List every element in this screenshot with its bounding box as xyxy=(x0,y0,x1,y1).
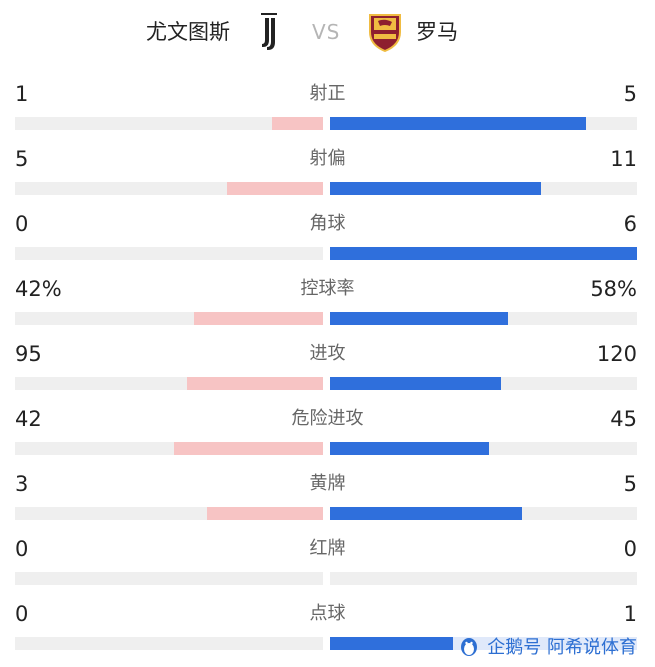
away-stat-track xyxy=(330,312,637,325)
home-stat-value: 1 xyxy=(15,82,29,106)
home-stat-value: 0 xyxy=(15,212,29,236)
away-stat-bar xyxy=(330,442,489,455)
home-stat-bar xyxy=(187,377,323,390)
away-stat-value: 0 xyxy=(623,537,637,561)
home-stat-track xyxy=(15,442,323,455)
away-stat-track xyxy=(330,182,637,195)
stat-row: 0 角球 6 xyxy=(0,210,655,275)
away-stat-value: 45 xyxy=(610,407,637,431)
stat-row: 0 红牌 0 xyxy=(0,535,655,600)
home-stat-track xyxy=(15,572,323,585)
away-stat-track xyxy=(330,377,637,390)
home-stat-bar xyxy=(174,442,323,455)
home-stat-track xyxy=(15,182,323,195)
away-team-name: 罗马 xyxy=(416,20,458,44)
home-stat-track xyxy=(15,507,323,520)
stat-row: 1 射正 5 xyxy=(0,80,655,145)
away-stat-value: 5 xyxy=(623,472,637,496)
home-stat-value: 0 xyxy=(15,602,29,626)
away-stat-track xyxy=(330,572,637,585)
away-stat-track xyxy=(330,442,637,455)
home-stat-bar xyxy=(272,117,323,130)
stat-row: 42 危险进攻 45 xyxy=(0,405,655,470)
away-stat-track xyxy=(330,117,637,130)
away-stat-value: 120 xyxy=(596,342,637,366)
home-stat-value: 95 xyxy=(15,342,42,366)
home-stat-value: 5 xyxy=(15,147,29,171)
stat-label: 角球 xyxy=(309,213,346,234)
away-stat-value: 5 xyxy=(623,82,637,106)
roma-logo-icon xyxy=(369,14,401,52)
home-stat-bar xyxy=(227,182,323,195)
home-team-name: 尤文图斯 xyxy=(146,20,230,44)
home-stat-bar xyxy=(207,507,323,520)
away-stat-bar xyxy=(330,247,637,260)
stat-label: 进攻 xyxy=(309,343,346,364)
match-header: 尤文图斯 VS 罗马 xyxy=(0,0,655,70)
stat-label: 点球 xyxy=(309,603,346,624)
stat-row: 5 射偏 11 xyxy=(0,145,655,210)
home-stat-track xyxy=(15,637,323,650)
penguin-logo-icon xyxy=(461,638,478,656)
stat-label: 危险进攻 xyxy=(291,408,364,429)
stat-label: 射偏 xyxy=(309,148,346,169)
vs-label: VS xyxy=(312,20,341,44)
home-stat-value: 3 xyxy=(15,472,29,496)
stat-row: 95 进攻 120 xyxy=(0,340,655,405)
home-stat-track xyxy=(15,377,323,390)
watermark: 企鹅号 阿希说体育 xyxy=(453,631,641,661)
away-stat-bar xyxy=(330,507,522,520)
home-stat-track xyxy=(15,312,323,325)
stat-row: 42% 控球率 58% xyxy=(0,275,655,340)
away-stat-bar xyxy=(330,377,501,390)
away-stat-value: 11 xyxy=(610,147,637,171)
stat-label: 射正 xyxy=(309,83,346,104)
away-stat-bar xyxy=(330,117,586,130)
away-stat-track xyxy=(330,247,637,260)
home-stat-track xyxy=(15,117,323,130)
home-stat-value: 42% xyxy=(15,277,62,301)
home-stat-bar xyxy=(194,312,323,325)
away-stat-track xyxy=(330,507,637,520)
juventus-logo-icon xyxy=(261,13,277,50)
away-stat-value: 6 xyxy=(623,212,637,236)
stat-label: 控球率 xyxy=(300,278,355,299)
home-stat-value: 0 xyxy=(15,537,29,561)
away-stat-bar xyxy=(330,312,508,325)
home-stat-value: 42 xyxy=(15,407,42,431)
away-stat-bar xyxy=(330,182,541,195)
stat-label: 红牌 xyxy=(309,538,346,559)
stat-label: 黄牌 xyxy=(309,473,346,494)
home-stat-track xyxy=(15,247,323,260)
away-stat-value: 1 xyxy=(623,602,637,626)
away-stat-value: 58% xyxy=(590,277,637,301)
stat-row: 3 黄牌 5 xyxy=(0,470,655,535)
watermark-text: 企鹅号 阿希说体育 xyxy=(487,637,637,658)
